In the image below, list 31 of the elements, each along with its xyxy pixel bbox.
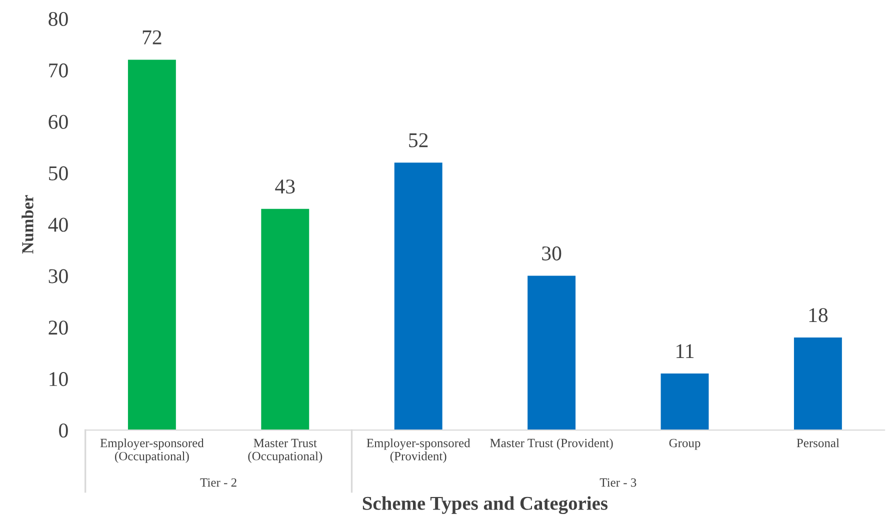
y-tick-label: 30 xyxy=(48,269,68,284)
bar xyxy=(261,208,310,430)
bar xyxy=(128,60,176,430)
y-tick-label: 10 xyxy=(50,372,68,386)
y-axis-title: Number xyxy=(22,195,34,254)
bar xyxy=(394,162,442,430)
bar xyxy=(794,338,842,430)
x-tick-label: Personal xyxy=(796,438,840,448)
data-label: 72 xyxy=(142,30,162,44)
data-label: 18 xyxy=(809,308,828,322)
y-tick-label: 0 xyxy=(59,423,68,438)
data-label: 30 xyxy=(542,246,562,260)
data-label: 43 xyxy=(275,180,295,194)
y-tick-label: 80 xyxy=(48,12,68,26)
text: Tier - 3 xyxy=(600,478,636,487)
x-tick-label: Master Trust (Occupational) xyxy=(248,438,322,463)
y-tick-label: 20 xyxy=(48,320,68,335)
y-tick-label: 60 xyxy=(48,114,68,129)
x-tick-label: Master Trust (Provident) xyxy=(490,438,613,450)
bar xyxy=(528,276,576,430)
x-axis-title: Scheme Types and Categories xyxy=(362,496,608,514)
x-tick-label: Employer-sponsored (Occupational) xyxy=(100,438,204,463)
data-label: 11 xyxy=(676,344,694,358)
y-tick-label: 70 xyxy=(49,63,68,78)
y-tick-label: 40 xyxy=(48,218,68,232)
text: Tier - 2 xyxy=(200,478,236,487)
x-tick-label: Employer-sponsored (Provident) xyxy=(366,438,470,463)
y-tick-label: 50 xyxy=(49,166,68,180)
x-tick-label: Group xyxy=(669,438,700,450)
data-label: 52 xyxy=(409,133,428,148)
bar xyxy=(660,374,709,430)
